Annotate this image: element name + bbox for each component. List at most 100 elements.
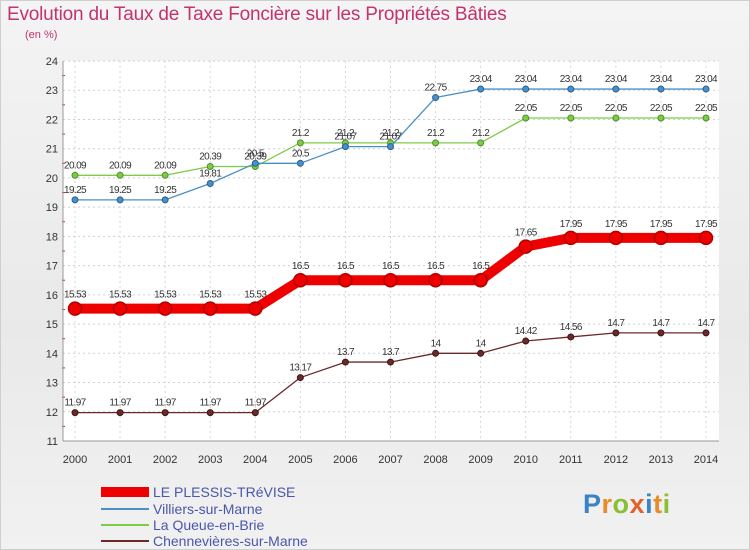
data-label: 23.04: [470, 74, 493, 85]
data-label: 14.7: [652, 318, 670, 329]
data-point: [477, 139, 485, 147]
x-tick-label: 2014: [694, 454, 718, 466]
data-label: 22.05: [605, 103, 628, 114]
data-label: 21.2: [292, 128, 310, 139]
legend-swatch: [101, 524, 149, 526]
data-label: 23.04: [515, 74, 538, 85]
data-point: [341, 358, 349, 366]
data-label: 22.05: [560, 103, 583, 114]
data-point: [702, 329, 710, 337]
page-title: Evolution du Taux de Taxe Foncière sur l…: [7, 4, 507, 25]
data-label: 20.09: [64, 160, 87, 171]
data-point: [206, 179, 214, 187]
data-point: [428, 272, 443, 288]
data-label: 20.5: [247, 148, 265, 159]
legend-item: LE PLESSIS-TRéVISE: [0, 485, 400, 499]
data-label: 20.39: [199, 152, 222, 163]
legend-label: LE PLESSIS-TRéVISE: [153, 484, 296, 500]
data-label: 20.5: [292, 148, 310, 159]
x-tick-label: 2004: [243, 454, 267, 466]
y-tick-label: 22: [46, 114, 58, 126]
y-tick-label: 24: [46, 56, 58, 68]
data-label: 11.97: [154, 398, 176, 409]
data-point: [522, 337, 530, 345]
data-point: [71, 409, 79, 417]
data-point: [657, 114, 665, 122]
data-point: [116, 171, 124, 179]
legend-item: La Queue-en-Brie: [0, 518, 400, 532]
brand-logo: Proxiti: [583, 489, 671, 520]
y-tick-label: 11: [47, 436, 58, 448]
data-label: 21.2: [337, 128, 355, 139]
data-label: 16.5: [382, 261, 400, 272]
data-label: 14: [476, 338, 487, 349]
data-point: [522, 114, 530, 122]
data-label: 20.09: [154, 160, 177, 171]
x-tick-label: 2003: [198, 454, 222, 466]
legend-label: La Queue-en-Brie: [153, 517, 265, 533]
data-point: [67, 301, 83, 316]
data-label: 13.7: [337, 347, 355, 358]
data-label: 19.25: [154, 185, 177, 196]
data-label: 15.53: [109, 290, 132, 301]
data-label: 23.04: [695, 74, 718, 85]
data-point: [698, 230, 714, 246]
legend-swatch: [101, 540, 149, 542]
data-label: 11.97: [200, 398, 222, 409]
brand-letter: i: [645, 489, 654, 519]
data-point: [248, 301, 263, 316]
brand-letter: r: [601, 489, 613, 519]
data-point: [387, 143, 394, 151]
data-label: 17.95: [605, 219, 628, 230]
data-point: [608, 230, 624, 246]
legend-swatch: [101, 487, 149, 497]
data-point: [477, 349, 485, 357]
y-tick-label: 14: [46, 348, 58, 360]
data-label: 11.97: [245, 398, 267, 409]
data-point: [612, 329, 620, 337]
data-point: [338, 272, 353, 288]
data-label: 11.97: [64, 398, 86, 409]
data-label: 23.04: [650, 74, 673, 85]
data-point: [202, 301, 218, 316]
data-label: 16.5: [292, 261, 310, 272]
y-tick-label: 12: [46, 407, 58, 419]
data-label: 19.81: [199, 168, 222, 179]
data-label: 23.04: [605, 74, 628, 85]
data-label: 13.17: [289, 363, 312, 374]
data-point: [432, 139, 440, 147]
data-label: 21.07: [379, 132, 402, 143]
data-point: [477, 85, 485, 93]
data-label: 17.95: [695, 219, 718, 230]
data-label: 21.2: [382, 128, 400, 139]
data-label: 22.75: [425, 83, 448, 94]
y-tick-label: 17: [46, 261, 58, 273]
data-point: [116, 409, 124, 417]
y-tick-label: 18: [46, 231, 58, 243]
data-point: [161, 409, 169, 417]
data-point: [251, 409, 259, 417]
data-label: 15.53: [199, 290, 222, 301]
data-point: [432, 94, 440, 102]
data-label: 21.07: [334, 132, 357, 143]
x-tick-label: 2002: [153, 454, 177, 466]
data-label: 19.25: [64, 185, 87, 196]
data-point: [653, 230, 669, 246]
data-point: [567, 85, 575, 93]
data-label: 17.65: [515, 228, 538, 239]
data-label: 15.53: [64, 290, 87, 301]
data-label: 14.7: [607, 318, 625, 329]
data-label: 19.25: [109, 185, 132, 196]
legend-item: Chennevières-sur-Marne: [0, 534, 400, 548]
y-tick-label: 20: [46, 173, 58, 185]
data-label: 20.39: [244, 152, 267, 163]
legend-swatch: [101, 508, 149, 510]
x-tick-label: 2011: [559, 454, 583, 466]
data-point: [296, 159, 304, 167]
data-point: [251, 159, 259, 167]
y-tick-label: 19: [46, 202, 58, 214]
data-label: 14.42: [515, 326, 538, 337]
data-point: [116, 196, 124, 204]
data-point: [657, 85, 665, 93]
